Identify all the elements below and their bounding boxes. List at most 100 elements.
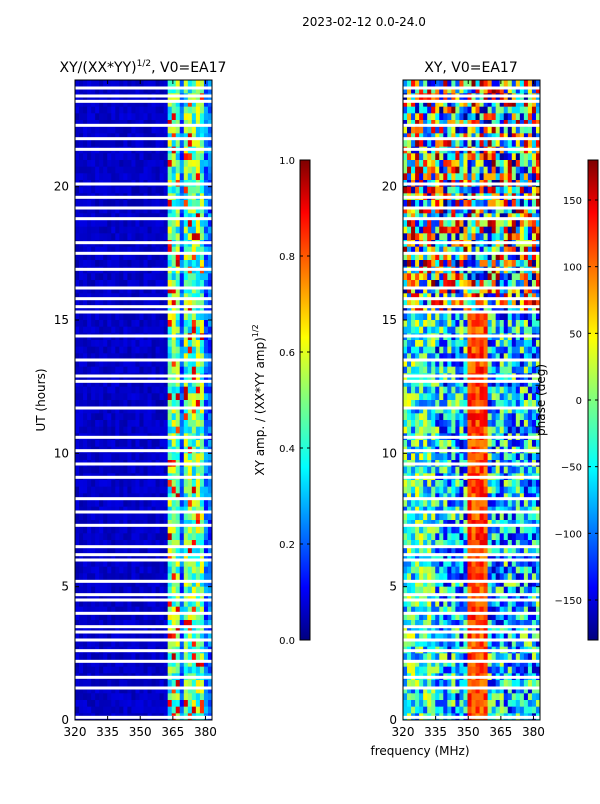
left-heatmap-cell xyxy=(144,453,149,460)
left-heatmap-cell xyxy=(103,347,108,354)
right-heatmap-cell xyxy=(480,220,485,227)
left-heatmap-cell xyxy=(172,527,177,534)
right-heatmap-cell xyxy=(411,220,416,227)
left-heatmap-cell xyxy=(111,347,116,354)
left-heatmap-cell xyxy=(152,160,157,167)
left-heatmap-cell xyxy=(144,320,149,327)
left-heatmap-cell xyxy=(160,440,165,447)
left-heatmap-cell xyxy=(156,107,161,114)
left-heatmap-cell xyxy=(176,693,181,700)
left-heatmap-cell xyxy=(123,420,128,427)
left-heatmap-cell xyxy=(83,260,88,267)
right-heatmap-cell xyxy=(504,280,509,287)
left-heatmap-cell xyxy=(119,340,124,347)
right-heatmap-cell xyxy=(431,187,436,194)
left-heatmap-cell xyxy=(115,367,120,374)
left-heatmap-cell xyxy=(172,440,177,447)
left-heatmap-cell xyxy=(107,653,112,660)
left-heatmap-cell xyxy=(160,693,165,700)
right-heatmap-cell xyxy=(472,153,477,160)
left-heatmap-cell xyxy=(164,567,169,574)
left-heatmap-cell xyxy=(139,140,144,147)
left-flagged-row xyxy=(75,436,212,439)
left-heatmap-cell xyxy=(83,340,88,347)
left-heatmap-cell xyxy=(184,567,189,574)
right-heatmap-cell xyxy=(524,173,529,180)
left-heatmap-cell xyxy=(196,413,201,420)
right-heatmap-cell xyxy=(504,387,509,394)
right-heatmap-cell xyxy=(484,340,489,347)
left-heatmap-cell xyxy=(184,140,189,147)
left-heatmap-cell xyxy=(204,427,209,434)
right-heatmap xyxy=(403,80,541,721)
right-heatmap-cell xyxy=(403,153,408,160)
left-heatmap-cell xyxy=(115,487,120,494)
left-heatmap-cell xyxy=(148,320,153,327)
left-heatmap-cell xyxy=(107,153,112,160)
left-heatmap-cell xyxy=(184,420,189,427)
left-heatmap-cell xyxy=(192,500,197,507)
left-heatmap-cell xyxy=(164,400,169,407)
right-heatmap-cell xyxy=(455,107,460,114)
left-heatmap-cell xyxy=(123,187,128,194)
left-heatmap-cell xyxy=(127,140,132,147)
left-heatmap-cell xyxy=(148,227,153,234)
left-heatmap-cell xyxy=(164,200,169,207)
right-heatmap-cell xyxy=(423,273,428,280)
left-heatmap-cell xyxy=(139,107,144,114)
right-heatmap-cell xyxy=(516,220,521,227)
left-heatmap-cell xyxy=(95,513,100,520)
left-heatmap-cell xyxy=(119,500,124,507)
left-heatmap-cell xyxy=(115,667,120,674)
left-heatmap-cell xyxy=(79,587,84,594)
left-heatmap-cell xyxy=(192,187,197,194)
left-heatmap-cell xyxy=(135,327,140,334)
left-heatmap-cell xyxy=(188,313,193,320)
left-heatmap-cell xyxy=(75,700,80,707)
left-heatmap-cell xyxy=(168,413,173,420)
right-heatmap-cell xyxy=(455,127,460,134)
right-heatmap-cell xyxy=(463,127,468,134)
right-heatmap-cell xyxy=(500,167,505,174)
right-heatmap-cell xyxy=(524,140,529,147)
right-heatmap-cell xyxy=(520,280,525,287)
left-heatmap-cell xyxy=(200,227,205,234)
right-heatmap-cell xyxy=(447,160,452,167)
right-heatmap-cell xyxy=(508,340,513,347)
left-heatmap-cell xyxy=(192,467,197,474)
left-heatmap-cell xyxy=(184,273,189,280)
right-heatmap-cell xyxy=(500,107,505,114)
left-heatmap-cell xyxy=(152,693,157,700)
left-ytick-label: 10 xyxy=(54,446,69,460)
left-heatmap-cell xyxy=(196,107,201,114)
left-heatmap-cell xyxy=(176,467,181,474)
right-heatmap-cell xyxy=(524,273,529,280)
left-heatmap-cell xyxy=(176,233,181,240)
right-heatmap-cell xyxy=(455,327,460,334)
left-heatmap-cell xyxy=(188,113,193,120)
left-heatmap-cell xyxy=(204,667,209,674)
left-heatmap-cell xyxy=(103,220,108,227)
left-heatmap-cell xyxy=(160,467,165,474)
right-heatmap-cell xyxy=(435,153,440,160)
left-heatmap-cell xyxy=(87,693,92,700)
right-heatmap-cell xyxy=(480,280,485,287)
left-heatmap-cell xyxy=(204,160,209,167)
left-heatmap-cell xyxy=(176,527,181,534)
left-heatmap-cell xyxy=(152,227,157,234)
left-heatmap-cell xyxy=(87,227,92,234)
left-heatmap-cell xyxy=(152,587,157,594)
left-heatmap-cell xyxy=(127,413,132,420)
left-heatmap-cell xyxy=(204,387,209,394)
left-heatmap-cell xyxy=(156,140,161,147)
left-heatmap-cell xyxy=(160,280,165,287)
right-heatmap-cell xyxy=(439,153,444,160)
left-heatmap-cell xyxy=(164,533,169,540)
left-heatmap-cell xyxy=(188,567,193,574)
left-heatmap-cell xyxy=(99,233,104,240)
right-heatmap-cell xyxy=(455,340,460,347)
left-heatmap-cell xyxy=(123,467,128,474)
left-heatmap-cell xyxy=(152,340,157,347)
left-heatmap-cell xyxy=(164,140,169,147)
right-heatmap-cell xyxy=(524,320,529,327)
